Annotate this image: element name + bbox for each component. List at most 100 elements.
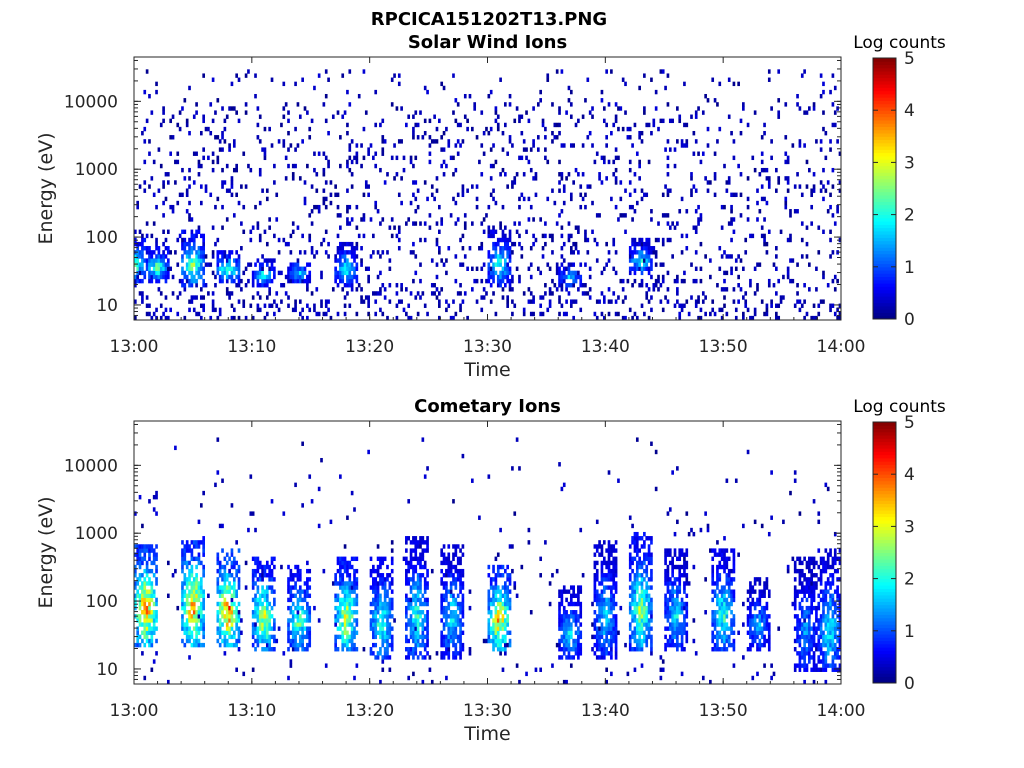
spectrogram-cell — [348, 577, 352, 582]
spectrogram-cell — [595, 614, 599, 619]
spectrogram-cell — [171, 114, 175, 119]
spectrogram-cell — [760, 135, 764, 140]
spectrogram-cell — [289, 610, 293, 615]
spectrogram-cell — [471, 287, 474, 292]
spectrogram-cell — [805, 225, 809, 230]
spectrogram-cell — [181, 585, 184, 590]
spectrogram-cell — [614, 560, 618, 566]
spectrogram-cell — [218, 278, 222, 284]
spectrogram-cell — [760, 299, 764, 304]
spectrogram-cell — [812, 172, 816, 177]
spectrogram-cell — [169, 204, 173, 210]
spectrogram-cell — [171, 274, 175, 280]
spectrogram-cell — [487, 597, 491, 603]
spectrogram-cell — [593, 589, 597, 594]
spectrogram-cell — [558, 626, 561, 631]
spectrogram-cell — [261, 568, 264, 574]
spectrogram-cell — [334, 605, 337, 611]
spectrogram-cell — [501, 274, 505, 280]
spectrogram-cell — [192, 278, 196, 284]
spectrogram-cell — [699, 278, 703, 284]
spectrogram-cell — [652, 287, 656, 292]
spectrogram-cell — [619, 106, 623, 111]
spectrogram-cell — [499, 573, 502, 578]
spectrogram-cell — [706, 188, 710, 193]
colorbar-segment — [873, 113, 896, 118]
spectrogram-cell — [350, 585, 354, 590]
spectrogram-cell — [294, 614, 297, 619]
spectrogram-cell — [202, 147, 205, 152]
spectrogram-cell — [181, 568, 184, 574]
spectrogram-cell — [164, 196, 168, 202]
spectrogram-cell — [223, 605, 227, 611]
spectrogram-cell — [416, 573, 420, 578]
spectrogram-cell — [539, 295, 543, 300]
spectrogram-cell — [600, 552, 604, 557]
spectrogram-cell — [221, 204, 224, 210]
spectrogram-cell — [501, 250, 505, 255]
spectrogram-cell — [628, 577, 632, 582]
spectrogram-cell — [426, 536, 429, 541]
spectrogram-cell — [258, 270, 262, 276]
spectrogram-cell — [442, 655, 446, 660]
spectrogram-cell — [770, 155, 773, 161]
spectrogram-cell — [223, 139, 227, 144]
spectrogram-cell — [727, 180, 731, 185]
spectrogram-cell — [289, 593, 293, 598]
spectrogram-cell — [155, 262, 158, 267]
spectrogram-cell — [343, 626, 347, 631]
spectrogram-cell — [355, 262, 359, 267]
spectrogram-cell — [322, 311, 326, 317]
spectrogram-cell — [199, 577, 203, 582]
spectrogram-cell — [346, 204, 349, 210]
spectrogram-cell — [426, 544, 429, 549]
colorbar-segment — [873, 64, 896, 69]
spectrogram-cell — [348, 622, 352, 627]
spectrogram-cell — [579, 642, 583, 648]
spectrogram-cell — [607, 610, 611, 615]
spectrogram-cell — [143, 548, 147, 553]
spectrogram-cell — [631, 237, 634, 243]
spectrogram-cell — [202, 622, 205, 627]
spectrogram-cell — [595, 258, 599, 263]
spectrogram-cell — [614, 204, 618, 210]
spectrogram-cell — [485, 638, 488, 644]
spectrogram-cell — [831, 167, 835, 173]
spectrogram-cell — [673, 225, 677, 230]
spectrogram-cell — [796, 172, 799, 177]
spectrogram-cell — [339, 270, 342, 276]
spectrogram-cell — [591, 622, 594, 627]
spectrogram-cell — [183, 552, 187, 557]
spectrogram-cell — [610, 585, 613, 590]
spectrogram-cell — [313, 605, 316, 611]
spectrogram-cell — [230, 278, 234, 284]
spectrogram-cell — [767, 229, 771, 234]
spectrogram-cell — [598, 634, 601, 640]
spectrogram-cell — [308, 577, 312, 582]
spectrogram-cell — [426, 311, 429, 317]
spectrogram-cell — [218, 618, 222, 623]
spectrogram-cell — [492, 597, 495, 603]
spectrogram-cell — [435, 651, 439, 656]
spectrogram-cell — [638, 573, 641, 578]
spectrogram-cell — [522, 307, 526, 313]
spectrogram-cell — [562, 610, 566, 615]
spectrogram-cell — [261, 274, 264, 280]
spectrogram-cell — [296, 102, 300, 107]
spectrogram-cell — [628, 515, 632, 520]
spectrogram-cell — [504, 585, 507, 590]
spectrogram-cell — [381, 585, 385, 590]
spectrogram-cell — [614, 180, 618, 185]
spectrogram-cell — [339, 274, 342, 280]
spectrogram-cell — [739, 213, 743, 218]
spectrogram-cell — [562, 605, 566, 611]
spectrogram-cell — [638, 135, 641, 140]
spectrogram-cell — [487, 630, 491, 635]
spectrogram-cell — [291, 274, 295, 280]
spectrogram-cell — [520, 246, 524, 251]
spectrogram-cell — [138, 266, 142, 271]
spectrogram-cell — [339, 573, 342, 578]
spectrogram-cell — [322, 151, 326, 156]
spectrogram-cell — [598, 597, 601, 603]
spectrogram-cell — [602, 573, 606, 578]
